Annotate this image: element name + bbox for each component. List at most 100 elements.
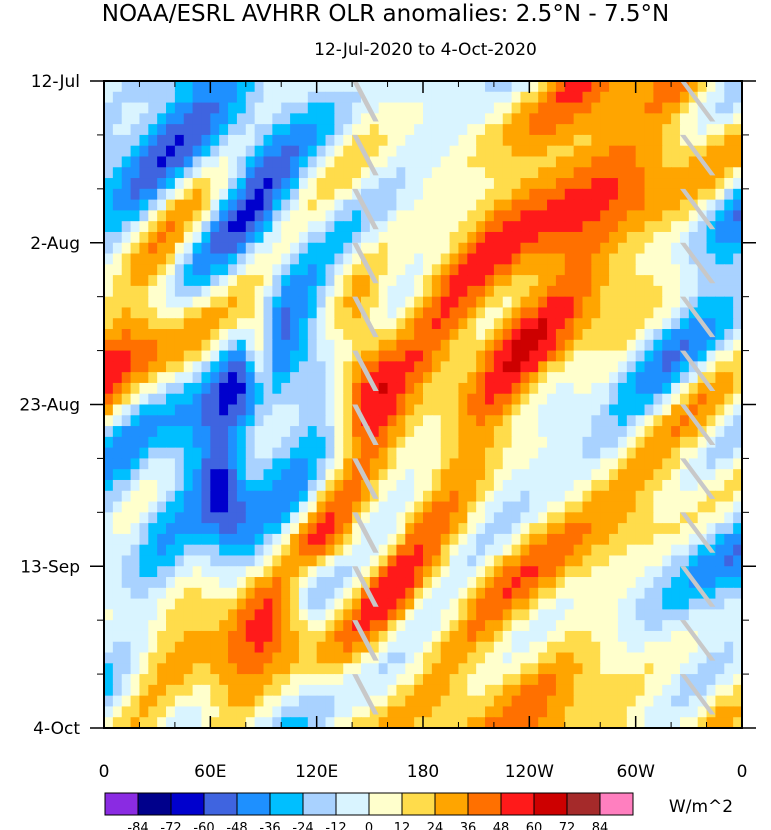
heatmap-cell <box>697 652 708 664</box>
heatmap-cell <box>219 81 229 93</box>
heatmap-cell <box>414 156 424 168</box>
heatmap-cell <box>662 393 672 406</box>
heatmap-cell <box>343 663 353 675</box>
heatmap-cell <box>139 620 149 632</box>
heatmap-cell <box>644 512 654 524</box>
heatmap-cell <box>609 663 619 675</box>
heatmap-cell <box>715 264 725 276</box>
heatmap-cell <box>112 469 123 481</box>
heatmap-cell <box>121 124 132 136</box>
heatmap-cell <box>458 210 468 222</box>
heatmap-cell <box>183 382 194 395</box>
heatmap-cell <box>112 555 123 567</box>
heatmap-cell <box>635 609 646 621</box>
heatmap-cell <box>573 210 584 222</box>
heatmap-cell <box>130 684 141 697</box>
heatmap-cell <box>520 145 530 158</box>
heatmap-cell <box>431 102 442 114</box>
heatmap-cell <box>547 620 557 632</box>
heatmap-cell <box>183 620 194 632</box>
heatmap-cell <box>715 318 725 330</box>
heatmap-cell <box>706 523 717 535</box>
heatmap-cell <box>476 415 486 427</box>
heatmap-cell <box>112 641 123 654</box>
heatmap-cell <box>502 285 513 298</box>
heatmap-cell <box>644 587 654 600</box>
heatmap-cell <box>272 706 282 718</box>
heatmap-cell <box>201 566 211 578</box>
heatmap-cell <box>369 404 380 416</box>
heatmap-cell <box>307 156 318 168</box>
heatmap-cell <box>334 555 344 567</box>
heatmap-cell <box>148 717 158 729</box>
heatmap-cell <box>423 587 433 600</box>
heatmap-cell <box>697 674 708 686</box>
heatmap-cell <box>467 350 477 362</box>
heatmap-cell <box>520 630 530 643</box>
heatmap-cell <box>352 630 362 643</box>
heatmap-cell <box>414 555 424 567</box>
heatmap-cell <box>644 523 654 535</box>
heatmap-cell <box>174 242 185 255</box>
heatmap-cell <box>715 620 725 632</box>
heatmap-cell <box>245 641 256 654</box>
heatmap-cell <box>121 717 132 729</box>
heatmap-cell <box>352 706 362 718</box>
heatmap-cell <box>626 372 637 384</box>
heatmap-cell <box>423 652 433 664</box>
heatmap-cell <box>228 199 238 211</box>
heatmap-cell <box>724 695 734 708</box>
heatmap-cell <box>201 652 211 664</box>
heatmap-cell <box>183 684 194 697</box>
heatmap-cell <box>210 566 220 578</box>
heatmap-cell <box>626 81 637 93</box>
heatmap-cell <box>591 199 601 211</box>
heatmap-cell <box>644 652 654 664</box>
heatmap-cell <box>529 458 539 470</box>
heatmap-cell <box>733 242 743 255</box>
heatmap-cell <box>564 329 575 341</box>
heatmap-cell <box>254 329 265 341</box>
heatmap-cell <box>582 350 592 362</box>
heatmap-cell <box>573 318 584 330</box>
heatmap-cell <box>405 533 415 546</box>
heatmap-cell <box>325 134 335 147</box>
heatmap-cell <box>343 188 353 201</box>
heatmap-cell <box>626 188 637 201</box>
heatmap-cell <box>352 501 362 513</box>
heatmap-cell <box>449 285 460 298</box>
heatmap-cell <box>609 145 619 158</box>
heatmap-cell <box>130 134 141 147</box>
heatmap-cell <box>688 501 699 513</box>
heatmap-cell <box>272 512 282 524</box>
heatmap-cell <box>520 555 530 567</box>
heatmap-cell <box>431 501 442 513</box>
heatmap-cell <box>449 555 460 567</box>
heatmap-cell <box>166 469 176 481</box>
heatmap-cell <box>263 296 273 309</box>
heatmap-cell <box>334 124 344 136</box>
heatmap-cell <box>635 307 646 319</box>
heatmap-cell <box>236 242 247 255</box>
heatmap-cell <box>697 329 708 341</box>
heatmap-cell <box>600 436 610 449</box>
heatmap-cell <box>476 113 486 125</box>
heatmap-cell <box>671 318 681 330</box>
heatmap-cell <box>387 652 398 664</box>
heatmap-cell <box>192 436 203 449</box>
heatmap-cell <box>210 296 220 309</box>
x-tick-label: 60E <box>194 762 226 782</box>
heatmap-cell <box>157 695 167 708</box>
heatmap-cell <box>485 544 495 557</box>
heatmap-cell <box>564 436 575 449</box>
heatmap-cell <box>653 242 663 255</box>
heatmap-cell <box>148 361 158 373</box>
heatmap-cell <box>609 372 619 384</box>
heatmap-cell <box>538 674 548 686</box>
colorbar-label: -84 <box>127 821 148 830</box>
heatmap-cell <box>272 404 282 416</box>
heatmap-cell <box>449 156 460 168</box>
heatmap-cell <box>112 695 123 708</box>
heatmap-cell <box>547 382 557 395</box>
heatmap-cell <box>458 533 468 546</box>
